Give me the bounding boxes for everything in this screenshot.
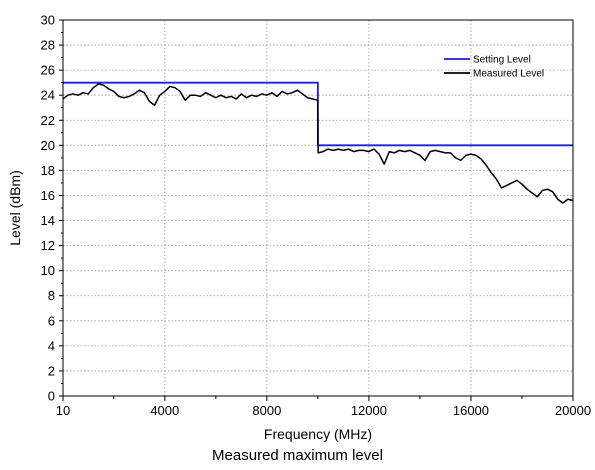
x-tick-label: 20000: [555, 403, 591, 418]
y-tick-label: 20: [41, 138, 55, 153]
x-tick-label: 10: [56, 403, 70, 418]
y-tick-label: 6: [48, 313, 55, 328]
x-tick-label: 8000: [252, 403, 281, 418]
y-tick-label: 12: [41, 238, 55, 253]
y-tick-label: 0: [48, 389, 55, 404]
y-tick-label: 4: [48, 338, 55, 353]
grid-lines: [63, 20, 573, 396]
y-tick-label: 10: [41, 263, 55, 278]
y-axis-title: Level (dBm): [7, 170, 23, 245]
y-tick-label: 28: [41, 38, 55, 53]
x-tick-label: 4000: [150, 403, 179, 418]
y-tick-label: 14: [41, 213, 55, 228]
y-tick-label: 30: [41, 13, 55, 28]
y-tick-label: 18: [41, 163, 55, 178]
y-tick-label: 8: [48, 288, 55, 303]
y-tick-label: 2: [48, 363, 55, 378]
figure-caption: Measured maximum level: [212, 447, 383, 464]
x-tick-label: 16000: [453, 403, 489, 418]
x-axis-title: Frequency (MHz): [264, 426, 372, 442]
y-tick-label: 26: [41, 63, 55, 78]
series-line-measured-level: [62, 83, 574, 204]
y-tick-label: 24: [41, 88, 55, 103]
series-layer: [62, 81, 574, 204]
y-tick-label: 22: [41, 113, 55, 128]
legend: Setting Level Measured Level: [444, 55, 544, 80]
legend-label: Setting Level: [473, 55, 531, 66]
legend-label: Measured Level: [473, 69, 544, 80]
x-tick-label: 12000: [351, 403, 387, 418]
y-tick-label: 16: [41, 188, 55, 203]
